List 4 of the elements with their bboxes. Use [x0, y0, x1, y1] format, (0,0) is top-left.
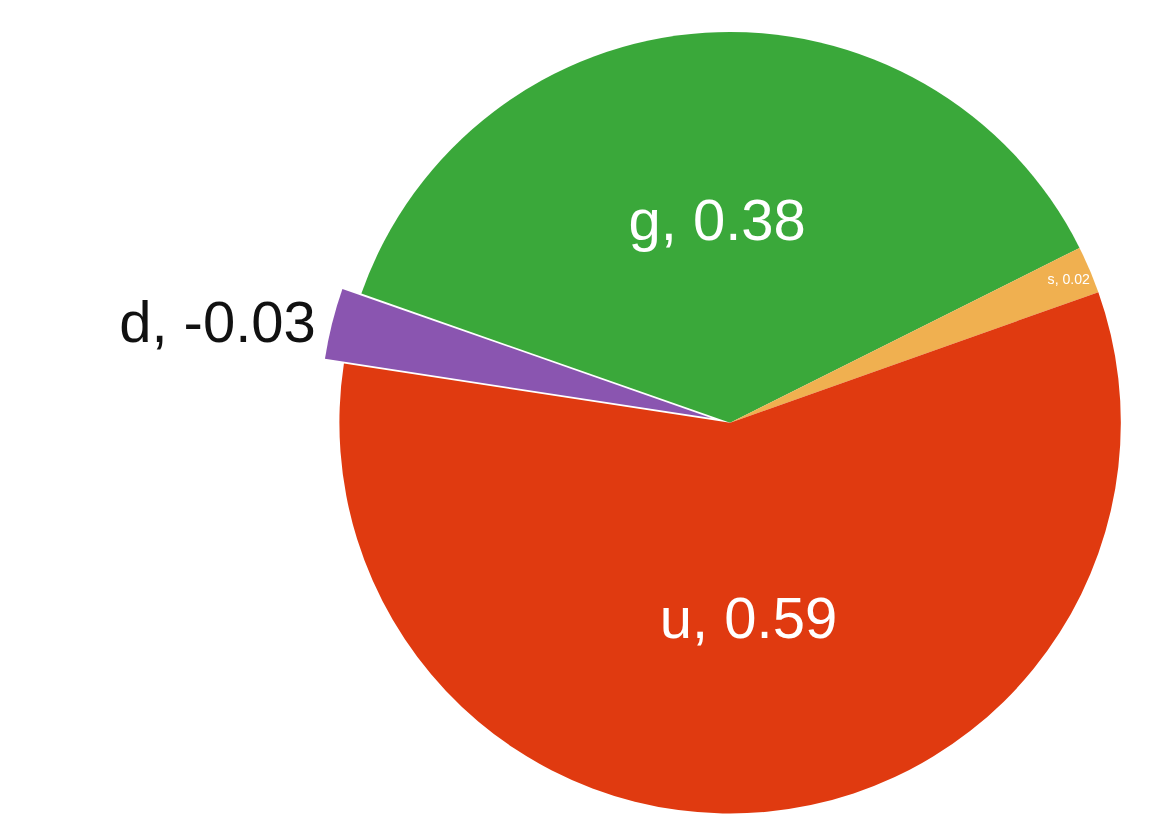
- slice-label: s, 0.02: [1047, 270, 1091, 287]
- slice-label: u, 0.59: [659, 584, 838, 650]
- slice-label: d, -0.03: [119, 289, 316, 355]
- slice-label: g, 0.38: [628, 187, 806, 253]
